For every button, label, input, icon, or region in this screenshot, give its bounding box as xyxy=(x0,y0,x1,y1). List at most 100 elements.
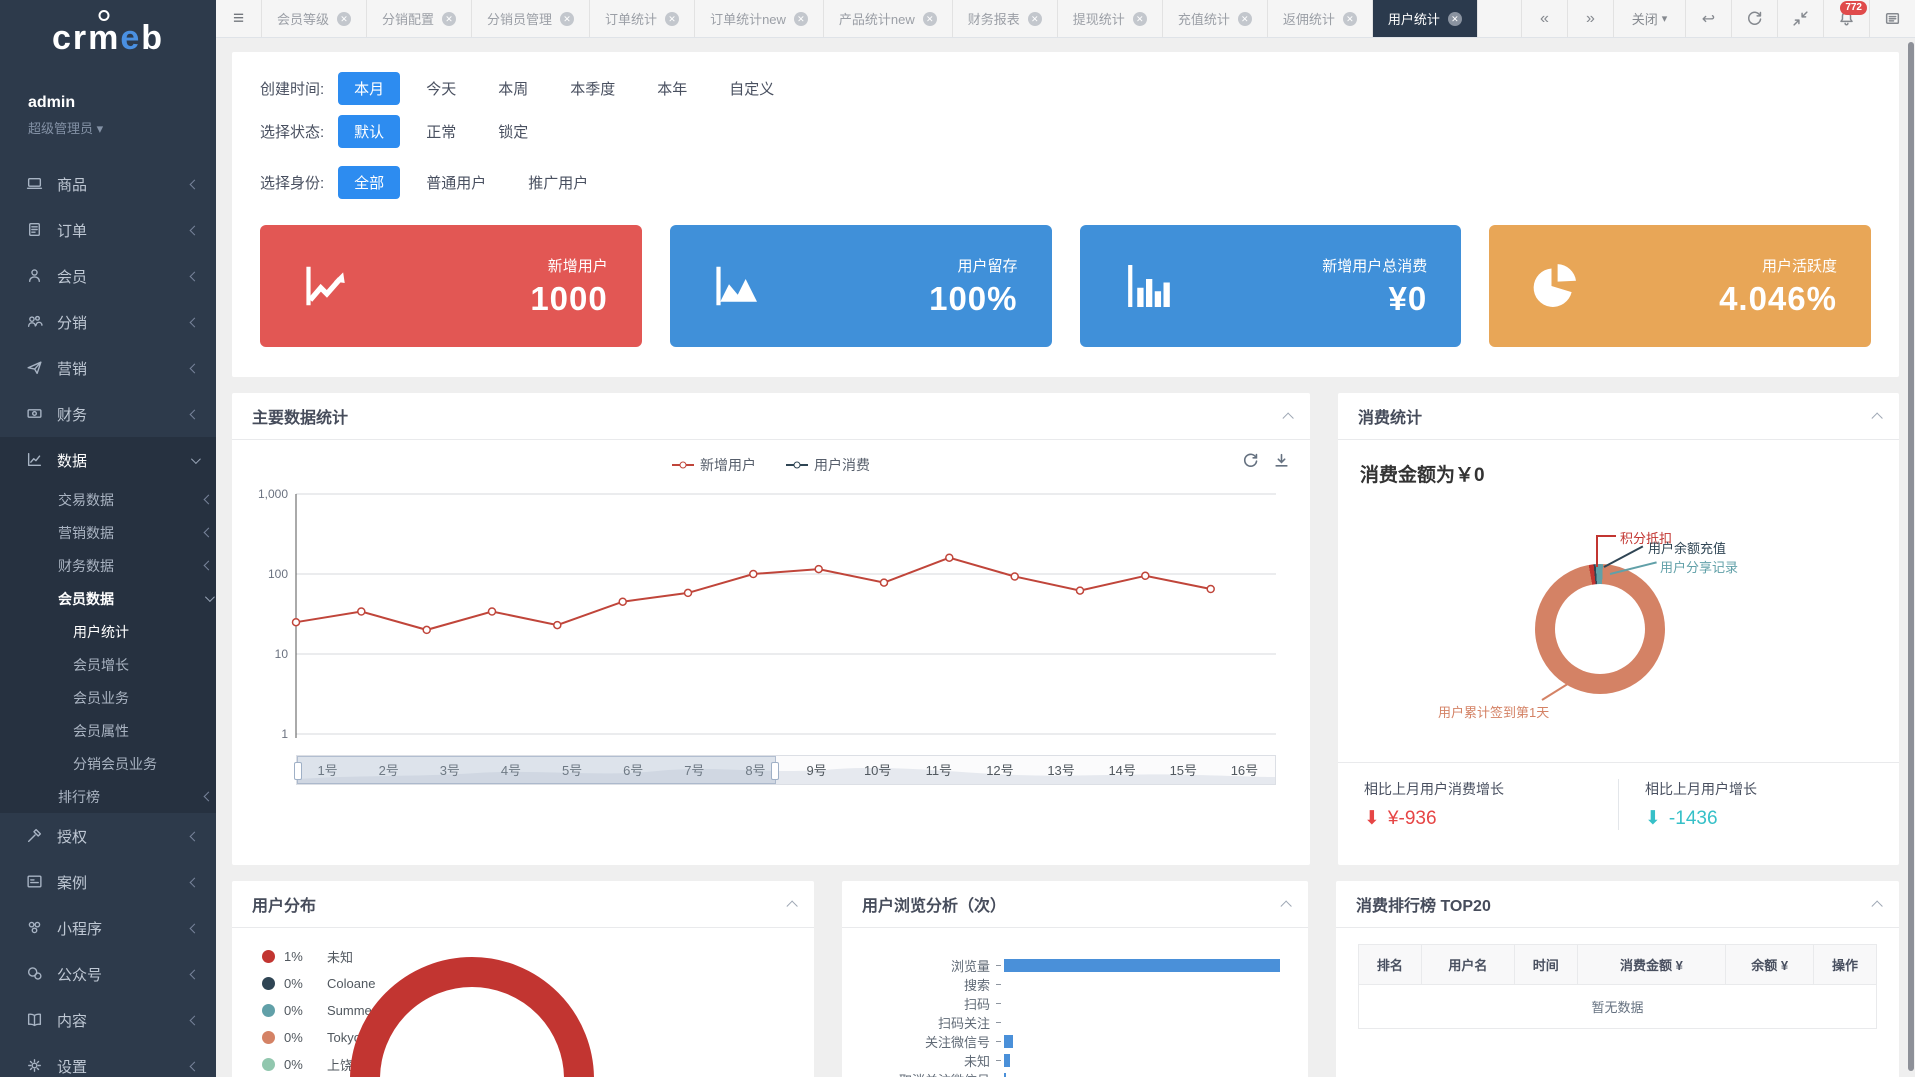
filter-option[interactable]: 本季度 xyxy=(570,81,616,98)
tab[interactable]: 充值统计 ✕ xyxy=(1163,0,1268,37)
stat-card-new-users[interactable]: 新增用户 1000 xyxy=(260,225,642,347)
browse-bar[interactable] xyxy=(1004,1035,1014,1048)
tab[interactable]: 订单统计 ✕ xyxy=(590,0,696,37)
datazoom-handle-right[interactable] xyxy=(771,762,780,780)
refresh-button[interactable] xyxy=(1731,0,1777,37)
legend-item[interactable]: 0% Coloane xyxy=(262,970,400,997)
sidebar-subsubitem[interactable]: 会员业务 xyxy=(73,689,129,706)
tab[interactable]: 会员等级 ✕ xyxy=(262,0,368,37)
sidebar-subsubitem[interactable]: 会员属性 xyxy=(73,722,129,739)
collapse-icon[interactable] xyxy=(786,900,798,912)
scroll-tabs-left-button[interactable]: « xyxy=(1521,0,1567,37)
refresh-chart-icon[interactable] xyxy=(1242,452,1259,469)
sidebar-item-settings[interactable]: 设置 xyxy=(0,1043,216,1077)
close-icon[interactable]: ✕ xyxy=(1132,11,1147,26)
table-header-cell[interactable]: 操作 xyxy=(1813,944,1877,985)
datazoom-handle-left[interactable] xyxy=(294,762,302,780)
user-role-dropdown[interactable]: 超级管理员 ▾ xyxy=(28,121,104,136)
consume-donut[interactable] xyxy=(1535,564,1665,694)
download-icon[interactable] xyxy=(1273,452,1290,469)
sidebar-item-members[interactable]: 会员 xyxy=(0,253,216,299)
close-tabs-dropdown[interactable]: 关闭 ▾ xyxy=(1613,0,1685,37)
tab[interactable]: 返佣统计 ✕ xyxy=(1268,0,1373,37)
table-header-cell[interactable]: 时间 xyxy=(1513,944,1578,985)
sidebar-item-goods[interactable]: 商品 xyxy=(0,161,216,207)
sidebar-subitem[interactable]: 财务数据 xyxy=(0,549,216,582)
sidebar-item-content[interactable]: 内容 xyxy=(0,997,216,1043)
app-logo[interactable]: cr m e b xyxy=(51,18,165,57)
sidebar-item-auth[interactable]: 授权 xyxy=(0,813,216,859)
collapse-icon[interactable] xyxy=(1282,412,1294,424)
sidebar-item-marketing[interactable]: 营销 xyxy=(0,345,216,391)
table-header-cell[interactable]: 排名 xyxy=(1358,944,1422,985)
tab[interactable]: 财务报表 ✕ xyxy=(953,0,1058,37)
close-icon[interactable]: ✕ xyxy=(442,11,457,26)
browse-bar[interactable] xyxy=(1004,1054,1011,1067)
table-header-cell[interactable]: 消费金额 ¥ xyxy=(1576,944,1727,985)
filter-option[interactable]: 默认 xyxy=(338,115,401,148)
datazoom-window[interactable] xyxy=(294,756,780,784)
sidebar-subitem-ranking[interactable]: 排行榜 xyxy=(0,780,216,813)
stat-card-retention[interactable]: 用户留存 100% xyxy=(669,225,1052,347)
close-icon[interactable]: ✕ xyxy=(922,11,937,26)
filter-option[interactable]: 全部 xyxy=(338,166,401,199)
close-icon[interactable]: ✕ xyxy=(793,11,808,26)
sidebar-item-cases[interactable]: 案例 xyxy=(0,859,216,905)
sidebar-item-wechat[interactable]: 公众号 xyxy=(0,951,216,997)
sidebar-subitem-member-data[interactable]: 会员数据 xyxy=(0,582,216,615)
close-icon[interactable]: ✕ xyxy=(1447,11,1462,26)
tab[interactable]: 分销配置 ✕ xyxy=(367,0,473,37)
close-icon[interactable]: ✕ xyxy=(1237,11,1252,26)
log-panel-button[interactable] xyxy=(1869,0,1915,37)
legend-item[interactable]: 1% 未知 xyxy=(262,943,400,970)
legend-item[interactable]: 0% Tokyo xyxy=(262,1024,400,1051)
close-icon[interactable]: ✕ xyxy=(1342,11,1357,26)
close-icon[interactable]: ✕ xyxy=(560,11,575,26)
filter-option[interactable]: 正常 xyxy=(426,124,457,141)
datazoom-slider[interactable]: 1号 2号 3号 4号 5号 6号 7号 8号 9号 10号 11号 12号 13号 14号 15号 16号 xyxy=(294,755,1276,785)
sidebar-subitem[interactable]: 营销数据 xyxy=(0,516,216,549)
legend-item[interactable]: 0% 上饶 xyxy=(262,1051,400,1077)
back-button[interactable]: ↩ xyxy=(1685,0,1731,37)
scrollbar-thumb[interactable] xyxy=(1908,42,1914,1071)
filter-option[interactable]: 锁定 xyxy=(498,124,529,141)
legend-item[interactable]: 用户消费 xyxy=(786,455,870,475)
tab[interactable]: 用户统计 ✕ xyxy=(1372,0,1478,37)
filter-option[interactable]: 今天 xyxy=(426,81,457,98)
sidebar-item-distribution[interactable]: 分销 xyxy=(0,299,216,345)
close-icon[interactable]: ✕ xyxy=(337,11,352,26)
sidebar-item-orders[interactable]: 订单 xyxy=(0,207,216,253)
stat-card-activity[interactable]: 用户活跃度 4.046% xyxy=(1489,225,1871,347)
browse-bar[interactable] xyxy=(1004,959,1280,972)
tab[interactable]: 产品统计new ✕ xyxy=(824,0,953,37)
filter-option[interactable]: 普通用户 xyxy=(426,175,487,192)
menu-collapse-button[interactable]: ≡ xyxy=(216,0,262,37)
sidebar-item-miniprogram[interactable]: 小程序 xyxy=(0,905,216,951)
close-icon[interactable]: ✕ xyxy=(1027,11,1042,26)
filter-option[interactable]: 本月 xyxy=(338,72,401,105)
filter-option[interactable]: 自定义 xyxy=(729,81,775,98)
tab[interactable]: 订单统计new ✕ xyxy=(695,0,824,37)
sidebar-subsubitem[interactable]: 用户统计 xyxy=(73,623,129,640)
collapse-icon[interactable] xyxy=(1280,900,1292,912)
table-header-cell[interactable]: 用户名 xyxy=(1420,944,1515,985)
main-line-chart[interactable]: 1,000 100 10 1 xyxy=(246,480,1286,742)
scroll-tabs-right-button[interactable]: » xyxy=(1567,0,1613,37)
filter-option[interactable]: 推广用户 xyxy=(528,175,589,192)
legend-item[interactable]: 新增用户 xyxy=(672,455,756,475)
sidebar-subitem[interactable]: 交易数据 xyxy=(0,483,216,516)
collapse-icon[interactable] xyxy=(1871,900,1883,912)
table-header-cell[interactable]: 余额 ¥ xyxy=(1725,944,1815,985)
collapse-icon[interactable] xyxy=(1871,412,1883,424)
tab[interactable]: 提现统计 ✕ xyxy=(1058,0,1163,37)
close-icon[interactable]: ✕ xyxy=(665,11,680,26)
notifications-button[interactable]: 772 xyxy=(1823,0,1869,37)
sidebar-subsubitem[interactable]: 会员增长 xyxy=(73,656,129,673)
browse-bar[interactable] xyxy=(1004,1073,1006,1077)
fullscreen-toggle-button[interactable] xyxy=(1777,0,1823,37)
sidebar-item-finance[interactable]: 财务 xyxy=(0,391,216,437)
filter-option[interactable]: 本周 xyxy=(498,81,529,98)
tab[interactable]: 分销员管理 ✕ xyxy=(472,0,591,37)
sidebar-item-data[interactable]: 数据 xyxy=(0,437,216,483)
sidebar-subsubitem[interactable]: 分销会员业务 xyxy=(73,755,157,772)
